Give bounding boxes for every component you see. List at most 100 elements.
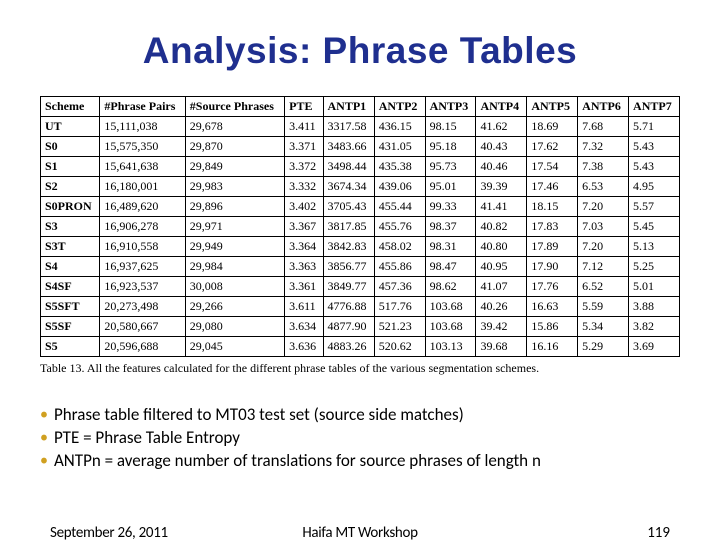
table-cell: 5.43 <box>629 137 680 157</box>
table-row: S5SFT20,273,49829,2663.6114776.88517.761… <box>41 297 680 317</box>
table-cell: 3.636 <box>285 337 323 357</box>
table-cell: 457.36 <box>374 277 425 297</box>
table-cell: 15,641,638 <box>100 157 185 177</box>
table-cell: 103.68 <box>425 317 476 337</box>
table-cell: 16.63 <box>527 297 578 317</box>
table-cell: 435.38 <box>374 157 425 177</box>
table-cell: 16,906,278 <box>100 217 185 237</box>
table-cell: 3.363 <box>285 257 323 277</box>
table-cell: 5.29 <box>578 337 629 357</box>
table-cell: 4776.88 <box>323 297 374 317</box>
table-cell: 29,266 <box>185 297 284 317</box>
table-cell: S4SF <box>41 277 100 297</box>
table-cell: 520.62 <box>374 337 425 357</box>
table-cell: 98.31 <box>425 237 476 257</box>
table-cell: 98.15 <box>425 117 476 137</box>
table-cell: S4 <box>41 257 100 277</box>
table-cell: 5.43 <box>629 157 680 177</box>
table-cell: 99.33 <box>425 197 476 217</box>
table-cell: 16,910,558 <box>100 237 185 257</box>
table-cell: S0 <box>41 137 100 157</box>
table-cell: 3.82 <box>629 317 680 337</box>
table-cell: 517.76 <box>374 297 425 317</box>
table-cell: 17.90 <box>527 257 578 277</box>
table-cell: 3.611 <box>285 297 323 317</box>
table-cell: 16,923,537 <box>100 277 185 297</box>
table-cell: 16,180,001 <box>100 177 185 197</box>
table-cell: 17.54 <box>527 157 578 177</box>
table-row: S316,906,27829,9713.3673817.85455.7698.3… <box>41 217 680 237</box>
table-cell: S5 <box>41 337 100 357</box>
table-cell: 4.95 <box>629 177 680 197</box>
table-cell: 40.95 <box>476 257 527 277</box>
table-cell: 29,045 <box>185 337 284 357</box>
table-cell: 7.20 <box>578 197 629 217</box>
table-cell: 40.43 <box>476 137 527 157</box>
table-cell: 29,080 <box>185 317 284 337</box>
table-cell: S5SFT <box>41 297 100 317</box>
table-cell: 436.15 <box>374 117 425 137</box>
table-cell: 29,949 <box>185 237 284 257</box>
table-row: S216,180,00129,9833.3323674.34439.0695.0… <box>41 177 680 197</box>
table-cell: 40.80 <box>476 237 527 257</box>
table-cell: 3.332 <box>285 177 323 197</box>
table-col-header: ANTP7 <box>629 97 680 117</box>
table-cell: 4883.26 <box>323 337 374 357</box>
table-cell: 5.45 <box>629 217 680 237</box>
table-wrap: Scheme#Phrase Pairs#Source PhrasesPTEANT… <box>40 96 680 376</box>
footer-date: September 26, 2011 <box>50 524 168 540</box>
table-caption: Table 13. All the features calculated fo… <box>40 361 680 376</box>
table-cell: 40.26 <box>476 297 527 317</box>
table-cell: 95.01 <box>425 177 476 197</box>
table-cell: 5.57 <box>629 197 680 217</box>
table-cell: 39.42 <box>476 317 527 337</box>
bullet-text: PTE = Phrase Table Entropy <box>54 427 240 450</box>
table-cell: 29,678 <box>185 117 284 137</box>
table-cell: 3856.77 <box>323 257 374 277</box>
table-cell: 29,870 <box>185 137 284 157</box>
table-cell: 15,111,038 <box>100 117 185 137</box>
table-row: S4SF16,923,53730,0083.3613849.77457.3698… <box>41 277 680 297</box>
table-cell: 455.76 <box>374 217 425 237</box>
table-cell: 29,983 <box>185 177 284 197</box>
table-cell: 7.12 <box>578 257 629 277</box>
table-col-header: Scheme <box>41 97 100 117</box>
table-cell: 17.89 <box>527 237 578 257</box>
table-cell: 41.07 <box>476 277 527 297</box>
table-cell: 29,849 <box>185 157 284 177</box>
slide-title: Analysis: Phrase Tables <box>40 30 680 72</box>
table-cell: UT <box>41 117 100 137</box>
table-cell: 3.372 <box>285 157 323 177</box>
table-cell: 3.69 <box>629 337 680 357</box>
table-col-header: ANTP1 <box>323 97 374 117</box>
table-cell: 3483.66 <box>323 137 374 157</box>
table-cell: S3T <box>41 237 100 257</box>
bullet-item: • ANTPn = average number of translations… <box>40 450 680 473</box>
table-cell: 40.82 <box>476 217 527 237</box>
table-cell: 3.634 <box>285 317 323 337</box>
table-row: S520,596,68829,0453.6364883.26520.62103.… <box>41 337 680 357</box>
table-cell: 5.71 <box>629 117 680 137</box>
table-cell: 18.15 <box>527 197 578 217</box>
table-cell: 39.39 <box>476 177 527 197</box>
table-cell: 29,971 <box>185 217 284 237</box>
table-cell: 29,896 <box>185 197 284 217</box>
table-cell: 16,489,620 <box>100 197 185 217</box>
bullet-text: ANTPn = average number of translations f… <box>54 450 541 473</box>
table-cell: 3842.83 <box>323 237 374 257</box>
table-cell: 41.41 <box>476 197 527 217</box>
bullet-text: Phrase table filtered to MT03 test set (… <box>54 404 464 427</box>
table-row: S416,937,62529,9843.3633856.77455.8698.4… <box>41 257 680 277</box>
table-cell: 98.47 <box>425 257 476 277</box>
table-cell: S1 <box>41 157 100 177</box>
table-cell: 7.68 <box>578 117 629 137</box>
table-cell: 29,984 <box>185 257 284 277</box>
table-cell: 3.364 <box>285 237 323 257</box>
bullet-item: • PTE = Phrase Table Entropy <box>40 427 680 450</box>
table-cell: 103.68 <box>425 297 476 317</box>
table-col-header: #Source Phrases <box>185 97 284 117</box>
table-cell: 6.52 <box>578 277 629 297</box>
table-cell: 20,273,498 <box>100 297 185 317</box>
table-col-header: #Phrase Pairs <box>100 97 185 117</box>
table-cell: 4877.90 <box>323 317 374 337</box>
